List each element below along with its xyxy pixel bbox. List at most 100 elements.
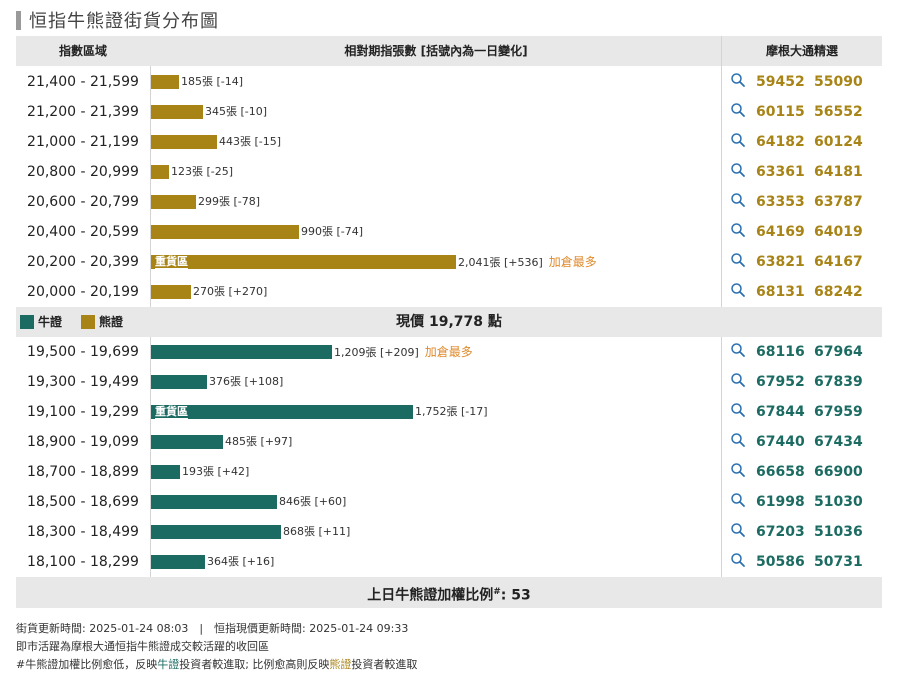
bear-row: 21,000 - 21,199 443張 [-15] 64182 60124: [16, 127, 882, 157]
bull-code-link[interactable]: 67839: [814, 374, 863, 390]
bar-value-label: 123張 [-25]: [171, 165, 234, 178]
ratio-value: : 53: [500, 587, 531, 604]
bull-code-link[interactable]: 67964: [814, 344, 863, 360]
search-icon[interactable]: [730, 72, 746, 88]
footnote-text: 投資者較進取: [351, 658, 418, 671]
bull-code-link[interactable]: 66900: [814, 464, 863, 480]
bear-bar: [151, 75, 179, 89]
footnote-bear: 熊證: [329, 658, 352, 671]
divider: [721, 337, 722, 577]
search-icon[interactable]: [730, 282, 746, 298]
bar-value-label: 185張 [-14]: [181, 75, 244, 88]
divider: [150, 337, 151, 577]
search-icon[interactable]: [730, 462, 746, 478]
bull-code-link[interactable]: 50731: [814, 554, 863, 570]
bull-code-link[interactable]: 50586: [756, 554, 805, 570]
bar-value-label: 2,041張 [+536] 加倉最多: [458, 255, 597, 269]
bar-value-label: 868張 [+11]: [283, 525, 351, 538]
bear-code-link[interactable]: 64019: [814, 224, 863, 240]
footnote-bull: 牛證: [157, 658, 180, 671]
bar-value-label: 1,209張 [+209] 加倉最多: [334, 345, 473, 359]
search-icon[interactable]: [730, 432, 746, 448]
index-range: 18,700 - 18,899: [27, 464, 139, 480]
bar-value-label: 364張 [+16]: [207, 555, 275, 568]
bull-code-link[interactable]: 68116: [756, 344, 805, 360]
bear-code-link[interactable]: 63361: [756, 164, 805, 180]
bar-value-label: 443張 [-15]: [219, 135, 282, 148]
bear-row: 20,000 - 20,199 270張 [+270] 68131 68242: [16, 277, 882, 307]
bear-code-link[interactable]: 60124: [814, 134, 863, 150]
bull-bar: [151, 465, 180, 479]
bull-code-link[interactable]: 67203: [756, 524, 805, 540]
bear-code-link[interactable]: 64182: [756, 134, 805, 150]
bear-row: 21,400 - 21,599 185張 [-14] 59452 55090: [16, 67, 882, 97]
bear-code-link[interactable]: 64167: [814, 254, 863, 270]
search-icon[interactable]: [730, 522, 746, 538]
bear-code-link[interactable]: 59452: [756, 74, 805, 90]
bull-row: 19,500 - 19,699 1,209張 [+209] 加倉最多 68116 679…: [16, 337, 882, 367]
bull-bar: [151, 495, 277, 509]
bear-code-link[interactable]: 55090: [814, 74, 863, 90]
index-range: 20,400 - 20,599: [27, 224, 139, 240]
footnote-ratio: #牛熊證加權比例愈低，反映牛證投資者較進取; 比例愈高則反映熊證投資者較進取: [16, 656, 417, 672]
search-icon[interactable]: [730, 552, 746, 568]
bear-code-link[interactable]: 68131: [756, 284, 805, 300]
bear-code-link[interactable]: 63787: [814, 194, 863, 210]
bull-code-link[interactable]: 61998: [756, 494, 805, 510]
index-range: 20,800 - 20,999: [27, 164, 139, 180]
bull-bar: [151, 525, 281, 539]
header-range: 指數區域: [58, 44, 107, 58]
bull-code-link[interactable]: 66658: [756, 464, 805, 480]
search-icon[interactable]: [730, 192, 746, 208]
bear-code-link[interactable]: 56552: [814, 104, 863, 120]
bull-code-link[interactable]: 51036: [814, 524, 863, 540]
bear-code-link[interactable]: 63353: [756, 194, 805, 210]
search-icon[interactable]: [730, 372, 746, 388]
search-icon[interactable]: [730, 492, 746, 508]
footnote-text: #牛熊證加權比例愈低，反映: [16, 658, 158, 671]
current-price: 現價 19,778 點: [396, 314, 502, 330]
search-icon[interactable]: [730, 222, 746, 238]
cbbc-distribution-table: 指數區域 相對期指張數 [括號內為一日變化] 摩根大通精選 21,400 - 2…: [16, 36, 882, 608]
bar-value-label: 193張 [+42]: [182, 465, 250, 478]
bear-bar: [151, 135, 217, 149]
search-icon[interactable]: [730, 342, 746, 358]
legend-bear-label: 熊證: [99, 315, 124, 329]
bull-bar: 重貨區: [151, 405, 413, 419]
search-icon[interactable]: [730, 162, 746, 178]
bull-code-link[interactable]: 67959: [814, 404, 863, 420]
bull-row: 19,300 - 19,499 376張 [+108] 67952 67839: [16, 367, 882, 397]
ratio-footnote-mark: #: [493, 587, 501, 597]
page-title: 恒指牛熊證街貨分布圖: [16, 7, 219, 33]
footnote-text: 投資者較進取; 比例愈高則反映: [179, 658, 330, 671]
bull-bar: [151, 435, 223, 449]
bear-code-link[interactable]: 64169: [756, 224, 805, 240]
bull-code-link[interactable]: 67440: [756, 434, 805, 450]
bull-code-link[interactable]: 67434: [814, 434, 863, 450]
index-range: 18,900 - 19,099: [27, 434, 139, 450]
search-icon[interactable]: [730, 132, 746, 148]
bear-code-link[interactable]: 68242: [814, 284, 863, 300]
title-accent-bar: [16, 10, 21, 30]
most-added-note: 加倉最多: [548, 255, 597, 269]
bar-value-label: 1,752張 [-17]: [415, 405, 488, 418]
bull-code-link[interactable]: 67844: [756, 404, 805, 420]
bull-bar: [151, 345, 332, 359]
bear-bar: [151, 285, 191, 299]
bear-row: 20,400 - 20,599 990張 [-74] 64169 64019: [16, 217, 882, 247]
bear-code-link[interactable]: 63821: [756, 254, 805, 270]
search-icon[interactable]: [730, 402, 746, 418]
bull-row: 18,100 - 18,299 364張 [+16] 50586 50731: [16, 547, 882, 577]
header-picks: 摩根大通精選: [765, 44, 838, 58]
bear-code-link[interactable]: 60115: [756, 104, 805, 120]
bull-code-link[interactable]: 51030: [814, 494, 863, 510]
search-icon[interactable]: [730, 102, 746, 118]
index-range: 19,300 - 19,499: [27, 374, 139, 390]
search-icon[interactable]: [730, 252, 746, 268]
bear-row: 20,200 - 20,399 重貨區 2,041張 [+536] 加倉最多 63821…: [16, 247, 882, 277]
bear-code-link[interactable]: 64181: [814, 164, 863, 180]
index-range: 19,100 - 19,299: [27, 404, 139, 420]
header-volume: 相對期指張數 [括號內為一日變化]: [344, 44, 528, 58]
bull-code-link[interactable]: 67952: [756, 374, 805, 390]
bull-bar: [151, 375, 207, 389]
